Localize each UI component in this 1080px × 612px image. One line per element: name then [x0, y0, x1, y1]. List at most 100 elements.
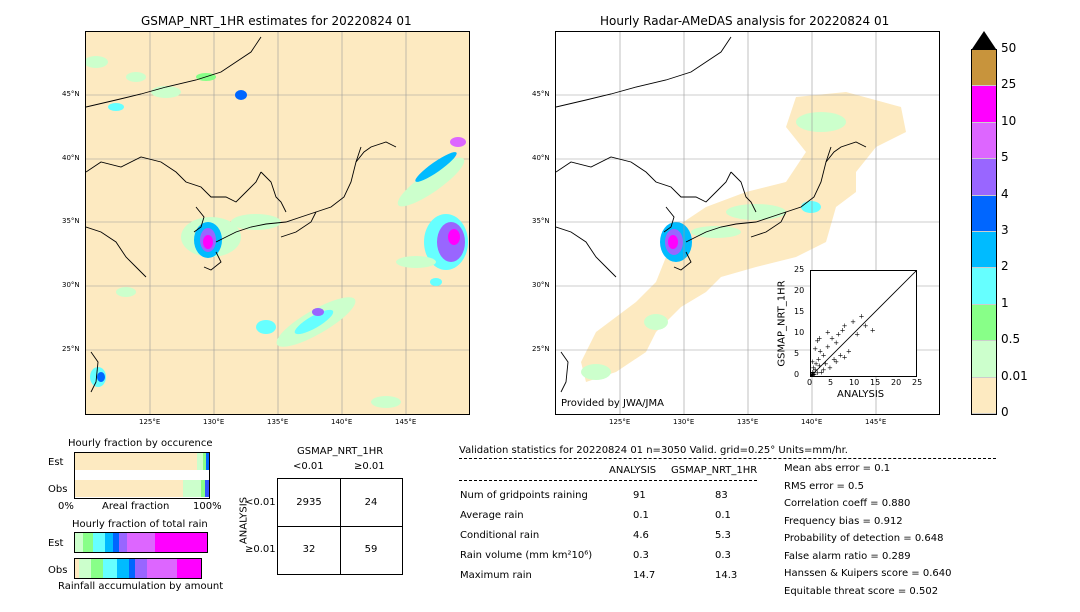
scatter-point: +: [816, 356, 822, 364]
total-rain-obs-bar: [74, 558, 202, 579]
validation-row-gsmap: 14.3: [715, 570, 738, 581]
right-map-credit: Provided by JWA/JMA: [561, 398, 664, 409]
scatter-point: +: [870, 326, 876, 334]
colorbar-label: 0: [1001, 405, 1009, 419]
scatter-point: +: [827, 364, 833, 372]
colorbar-segment: [972, 50, 996, 87]
occurrence-label-est: Est: [48, 457, 64, 468]
validation-score: Hanssen & Kuipers score = 0.640: [784, 568, 952, 579]
scatter-x-tick: 15: [870, 378, 881, 387]
colorbar: [971, 49, 997, 415]
occurrence-xlabel: Areal fraction: [102, 501, 170, 512]
occurrence-title: Hourly fraction by occurence: [68, 438, 213, 449]
validation-col-analysis: ANALYSIS: [609, 465, 657, 476]
scatter-points: ++++++++++++++++++++++++++++++++++++++++: [808, 312, 876, 380]
occurrence-obs-bar-3: [201, 480, 205, 497]
scatter-y-tick: 0: [794, 370, 800, 379]
right-map-title: Hourly Radar-AMeDAS analysis for 2022082…: [600, 14, 890, 28]
colorbar-arrow: [972, 31, 996, 49]
scatter-svg: ++++++++++++++++++++++++++++++++++++++++: [808, 270, 917, 380]
scatter-point: +: [825, 328, 831, 336]
colorbar-label: 5: [1001, 150, 1009, 165]
total-rain-est-bar: [74, 532, 208, 553]
occurrence-tick-0: 0%: [58, 501, 74, 512]
radar-coverage: [581, 92, 906, 382]
left-map-coastline: [86, 36, 397, 393]
scatter-point: +: [840, 326, 846, 334]
scatter-point: +: [811, 368, 816, 376]
contingency-cell-11: 59: [364, 544, 378, 555]
scatter-point: +: [835, 331, 841, 339]
scatter-point: +: [816, 362, 822, 370]
scatter-point: +: [812, 366, 818, 374]
occurrence-obs-bar: [75, 480, 183, 497]
colorbar-segment: [972, 232, 996, 269]
colorbar-label: 4: [1001, 186, 1009, 201]
colorbar-segment: [972, 304, 996, 342]
total-rain-frame: [74, 532, 208, 579]
occurrence-obs-bar-2: [183, 480, 201, 497]
left-map-title: GSMAP_NRT_1HR estimates for 20220824 01: [141, 14, 412, 28]
scatter-point: +: [842, 322, 848, 330]
colorbar-segment: [972, 268, 996, 305]
scatter-diagonal: [810, 270, 917, 377]
colorbar-label: 0.5: [1001, 332, 1021, 347]
scatter-x-tick: 0: [807, 378, 813, 387]
colorbar-label: 1: [1001, 295, 1009, 310]
validation-row-analysis: 0.3: [633, 550, 649, 561]
contingency-col-title: GSMAP_NRT_1HR: [297, 446, 384, 457]
total-rain-title: Hourly fraction of total rain: [72, 519, 208, 530]
validation-row-label: Num of gridpoints raining: [460, 490, 588, 501]
left-lat-tick-35: 35°N: [62, 217, 80, 225]
colorbar-label: 25: [1001, 77, 1017, 92]
contingency-cell-00: 2935: [296, 497, 322, 508]
scatter-y-tick: 25: [794, 265, 805, 274]
validation-row-analysis: 91: [633, 490, 646, 501]
total-rain-xlabel: Rainfall accumulation by amount: [58, 581, 224, 592]
scatter-point: +: [825, 343, 831, 351]
contingency-row-2: ≥0.01: [245, 544, 276, 555]
occurrence-est-bar: [75, 453, 198, 470]
colorbar-label: 3: [1001, 223, 1009, 237]
left-map-rain-patches: [86, 56, 468, 408]
scatter-ylabel: GSMAP_NRT_1HR: [776, 280, 788, 367]
scatter-plot: ++++++++++++++++++++++++++++++++++++++++: [808, 270, 917, 380]
right-lat-tick-40: 40°N: [532, 154, 550, 162]
scatter-x-tick: 20: [891, 378, 902, 387]
colorbar-segment: [972, 341, 996, 378]
left-map-svg: [86, 32, 469, 414]
occurrence-est-bar-4: [206, 453, 209, 470]
scatter-point: +: [842, 354, 848, 362]
scatter-point: +: [837, 352, 843, 360]
occurrence-tick-100: 100%: [193, 501, 222, 512]
scatter-point: +: [811, 370, 817, 376]
occurrence-label-obs: Obs: [48, 484, 68, 495]
left-lat-tick-45: 45°N: [62, 90, 80, 98]
scatter-point: +: [811, 369, 816, 376]
colorbar-label: 50: [1001, 41, 1017, 55]
validation-divider: [459, 458, 996, 459]
validation-row-gsmap: 83: [715, 490, 728, 501]
left-lat-tick-30: 30°N: [62, 281, 80, 289]
validation-score: False alarm ratio = 0.289: [784, 550, 911, 562]
scatter-point: +: [819, 368, 825, 376]
left-map-panel: [85, 31, 470, 415]
scatter-point: +: [823, 360, 829, 368]
left-lon-tick-125: 125°E: [139, 418, 161, 426]
left-lat-tick-25: 25°N: [62, 345, 80, 353]
contingency-cell-01: 24: [364, 497, 378, 508]
left-lon-tick-135: 135°E: [267, 418, 289, 426]
scatter-point: +: [829, 335, 835, 343]
validation-divider-2: [459, 480, 757, 481]
colorbar-segment: [972, 122, 996, 160]
left-lat-tick-40: 40°N: [62, 154, 80, 162]
total-rain-label-est: Est: [48, 538, 64, 549]
right-lon-tick-135: 135°E: [737, 418, 759, 426]
scatter-point: +: [811, 364, 817, 372]
validation-score: Equitable threat score = 0.502: [784, 585, 939, 597]
contingency-grid: 2935 24 32 59: [277, 478, 403, 575]
right-lon-tick-140: 140°E: [801, 418, 823, 426]
validation-row-label: Maximum rain: [460, 570, 532, 581]
scatter-x-tick: 10: [849, 378, 860, 387]
colorbar-stack: [972, 50, 996, 415]
